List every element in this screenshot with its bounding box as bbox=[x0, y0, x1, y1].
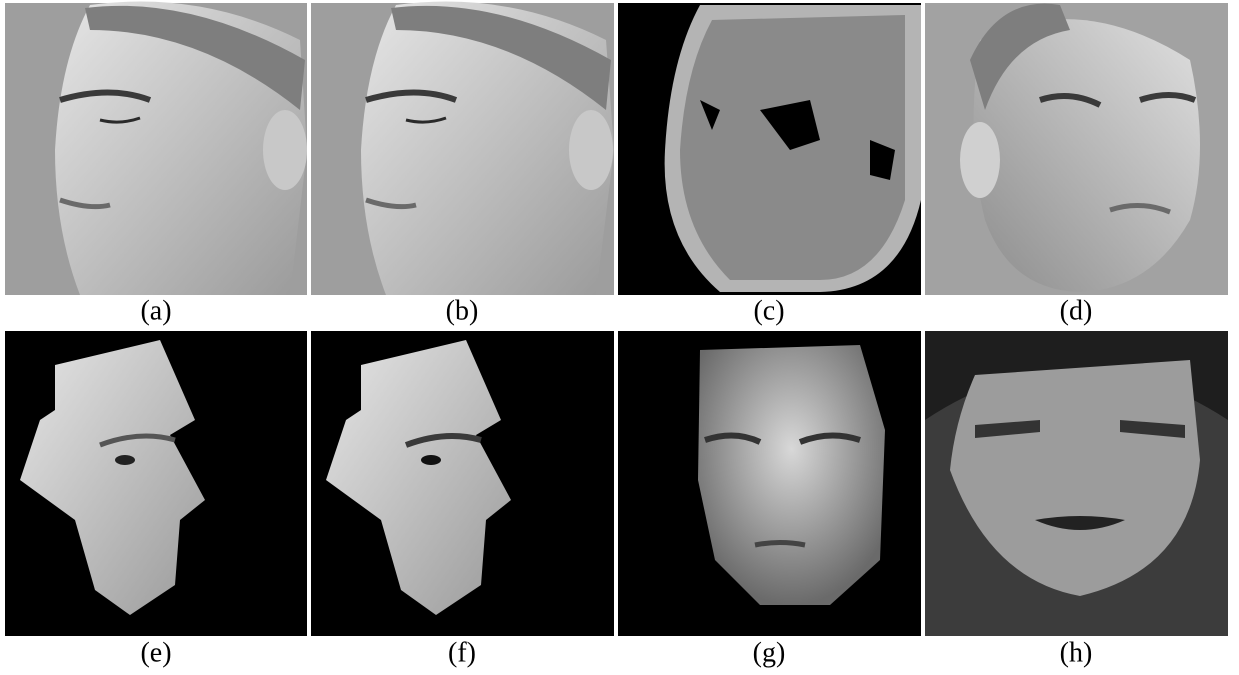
panel-caption: (e) bbox=[140, 637, 171, 668]
render-g bbox=[618, 331, 921, 636]
panel-caption: (f) bbox=[448, 637, 476, 668]
panel-caption: (g) bbox=[753, 637, 786, 668]
render-f bbox=[311, 331, 614, 636]
panel-caption: (a) bbox=[140, 295, 171, 326]
panel-caption: (c) bbox=[753, 295, 784, 326]
panel-caption: (h) bbox=[1060, 637, 1093, 668]
panel-caption: (b) bbox=[446, 295, 479, 326]
figure: (a) (b) (c) (d) (e) (f) (g) (h) bbox=[0, 0, 1239, 670]
panel-caption: (d) bbox=[1060, 295, 1093, 326]
render-e bbox=[5, 331, 307, 636]
photo-b bbox=[311, 2, 614, 295]
photo-a bbox=[5, 2, 307, 295]
page: (a)(b)(c)(d)(e)(f)(g)(h) (() => { const … bbox=[0, 0, 1239, 670]
disparity-map-c bbox=[618, 3, 921, 295]
photo-d bbox=[925, 3, 1228, 295]
render-h bbox=[925, 331, 1228, 636]
